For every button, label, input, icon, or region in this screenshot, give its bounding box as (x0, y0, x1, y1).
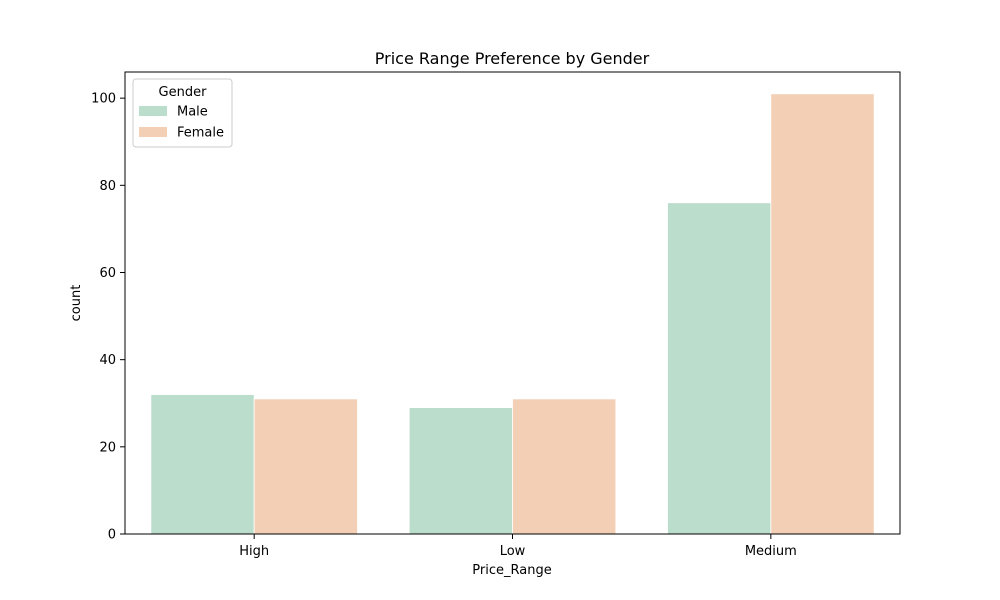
legend-title: Gender (159, 85, 208, 100)
legend: Gender Male Female (132, 78, 233, 148)
y-tick-label: 0 (108, 528, 116, 543)
y-axis-label: count (69, 285, 84, 322)
x-tick-label: Low (500, 544, 526, 559)
bar-female-high (253, 398, 358, 535)
legend-label-male: Male (177, 105, 208, 120)
y-tick-label: 40 (99, 353, 116, 368)
y-tick-label: 60 (99, 266, 116, 281)
x-axis-label: Price_Range (472, 563, 551, 578)
bar-female-medium (770, 93, 875, 535)
x-tick-label: Medium (745, 544, 797, 559)
bar-female-low (512, 398, 617, 535)
bar-male-medium (667, 202, 772, 535)
y-tick-label: 20 (99, 440, 116, 455)
y-tick-label: 80 (99, 179, 116, 194)
x-tick-label: High (239, 544, 269, 559)
bar-male-low (408, 407, 513, 535)
y-tick-label: 100 (91, 92, 116, 107)
plot-area: 0 20 40 60 80 100 High Low Medium (91, 71, 901, 559)
legend-swatch-female (139, 127, 167, 137)
legend-label-female: Female (177, 126, 224, 141)
legend-swatch-male (139, 106, 167, 116)
bar-male-high (150, 394, 255, 535)
chart-title: Price Range Preference by Gender (375, 49, 650, 68)
